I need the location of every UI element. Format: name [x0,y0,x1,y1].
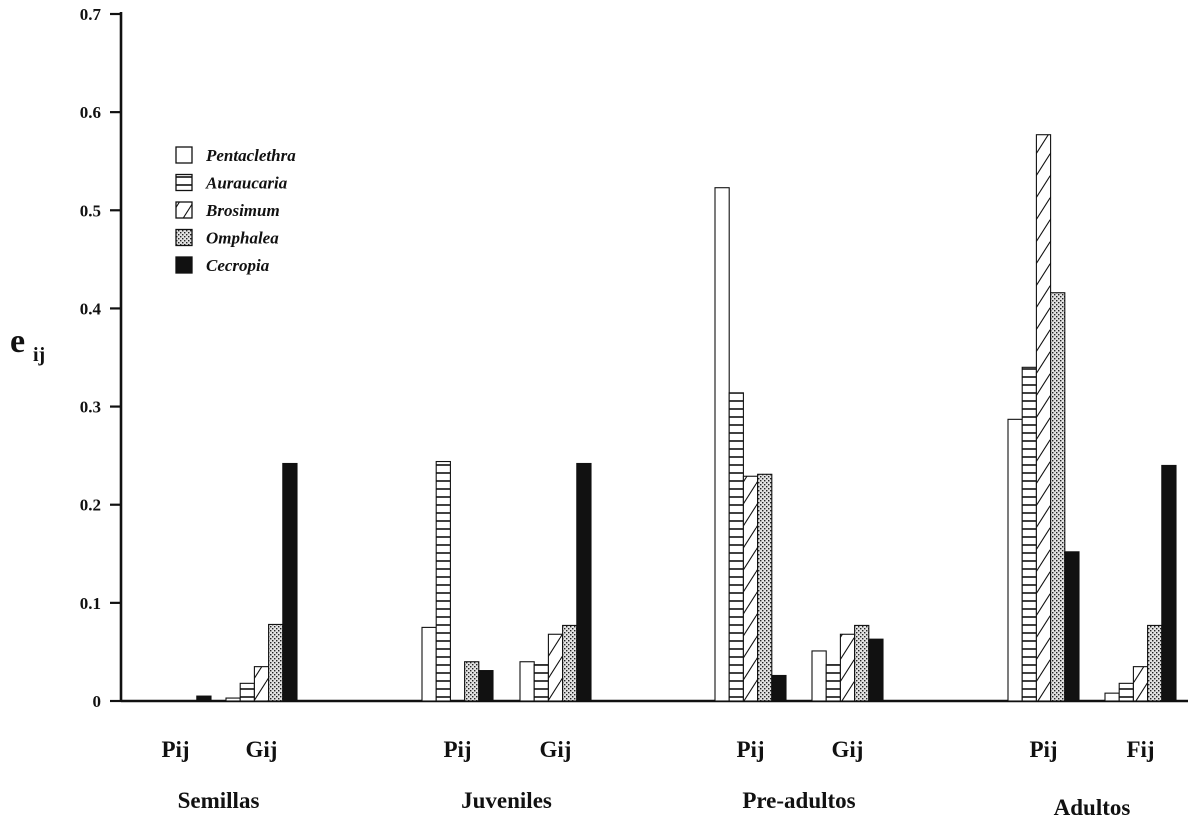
x-group-label: Pre-adultos [742,788,855,813]
legend-label-pentaclethra: Pentaclethra [205,146,296,165]
legend-label-omphalea: Omphalea [206,229,279,248]
bar-brosimum-pre-adultos-pij [742,475,759,702]
x-labels: Pij Gij Semillas Pij Gij Juveniles Pij Gij Pre-a… [161,737,1154,820]
bar-cecropia-pre-adultos-pij [771,674,787,702]
bar-brosimum-juveniles-gij [547,633,564,702]
bars [196,134,1177,702]
bar-omphalea-juveniles-pij [464,661,480,702]
x-group-label: Semillas [178,788,260,813]
bar-pentaclethra-juveniles-gij [519,661,535,702]
bar-brosimum-pre-adultos-gij [839,633,856,702]
bar-auraucaria-adultos-fij [1118,682,1134,702]
legend-swatch-cecropia [175,256,193,274]
x-group-label: Juveniles [461,788,552,813]
bar-auraucaria-pre-adultos-pij [728,392,744,702]
x-sublabel: Pij [736,737,764,762]
legend: Pentaclethra Auraucaria Brosimum Omphalea Ce… [175,146,296,275]
y-tick-label: 0.1 [80,594,101,613]
legend-label-brosimum: Brosimum [205,201,280,220]
bar-pentaclethra-pre-adultos-gij [811,650,827,702]
x-sublabel: Gij [832,737,864,762]
legend-label-auraucaria: Auraucaria [205,174,288,193]
bar-omphalea-adultos-pij [1050,292,1066,702]
y-tick-label: 0.4 [80,299,102,318]
x-sublabel: Fij [1126,737,1154,762]
bar-cecropia-adultos-fij [1161,464,1177,702]
bar-brosimum-adultos-pij [1035,134,1052,702]
bar-omphalea-pre-adultos-gij [854,624,870,702]
bar-auraucaria-juveniles-gij [533,664,549,702]
bar-auraucaria-pre-adultos-gij [825,664,841,702]
bar-omphalea-juveniles-gij [562,624,578,702]
legend-swatch-brosimum [175,201,193,219]
bar-auraucaria-semillas-gij [239,682,255,702]
y-axis-title-subscript: ij [33,344,45,366]
y-axis-title: e ij [10,323,45,366]
bar-pentaclethra-adultos-fij [1104,692,1120,702]
bar-auraucaria-juveniles-pij [435,460,451,702]
x-sublabel: Gij [246,737,278,762]
legend-swatch-pentaclethra [175,146,193,164]
bar-pentaclethra-pre-adultos-pij [714,187,730,702]
bar-pentaclethra-semillas-gij [225,697,241,702]
bar-brosimum-adultos-fij [1132,666,1149,702]
y-tick-label: 0.7 [80,5,102,24]
bar-auraucaria-adultos-pij [1021,366,1037,702]
legend-swatch-omphalea [175,228,193,247]
x-sublabel: Pij [1029,737,1057,762]
x-sublabel: Pij [443,737,471,762]
bar-omphalea-pre-adultos-pij [757,473,773,702]
y-tick-label: 0.5 [80,201,101,220]
bar-pentaclethra-adultos-pij [1007,418,1023,702]
y-tick-label: 0 [93,692,102,711]
legend-label-cecropia: Cecropia [206,256,270,275]
bar-cecropia-pre-adultos-gij [868,638,884,702]
y-tick-label: 0.6 [80,103,101,122]
y-tick-label: 0.3 [80,398,101,417]
bar-cecropia-juveniles-gij [576,462,592,702]
bar-brosimum-semillas-gij [253,666,270,702]
bar-cecropia-semillas-pij [196,695,212,702]
bar-omphalea-adultos-fij [1147,624,1163,702]
y-axis: 0 0.1 0.2 0.3 0.4 0.5 0.6 0.7 [80,5,123,711]
bar-pentaclethra-juveniles-pij [421,626,437,702]
legend-swatch-auraucaria [175,173,193,192]
y-tick-label: 0.2 [80,496,101,515]
bar-omphalea-semillas-gij [268,623,284,702]
x-sublabel: Gij [540,737,572,762]
y-axis-title-main: e [10,323,25,360]
bar-cecropia-adultos-pij [1064,551,1080,702]
bar-cecropia-juveniles-pij [478,670,494,702]
x-sublabel: Pij [161,737,189,762]
x-group-label: Adultos [1054,795,1131,820]
bar-cecropia-semillas-gij [282,462,298,702]
